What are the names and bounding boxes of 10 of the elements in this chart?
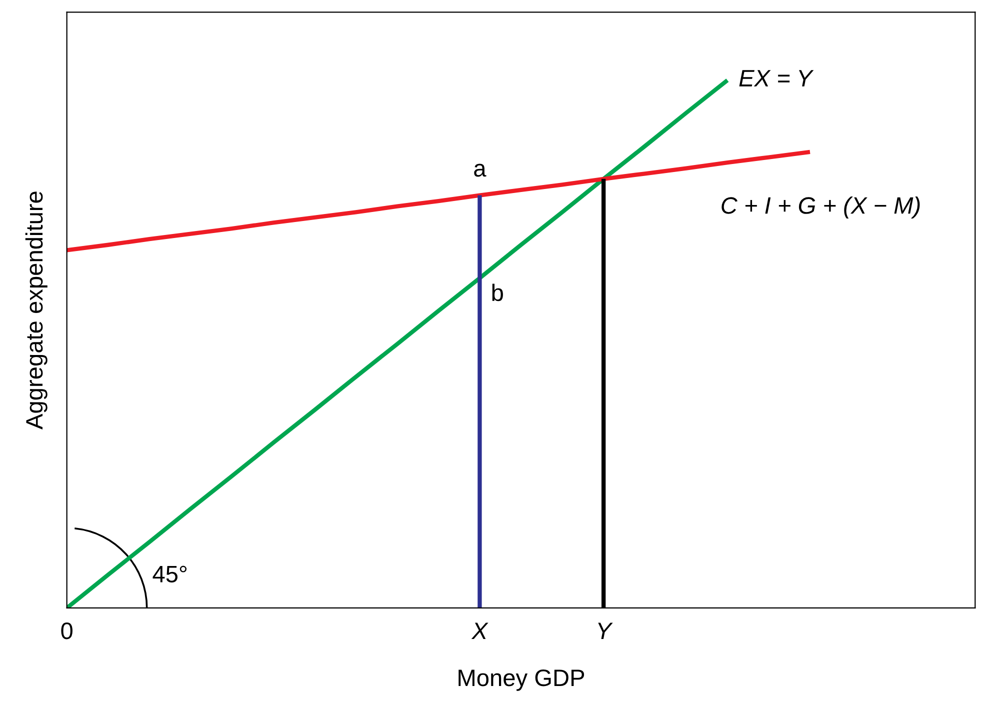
series-label: EX = Y (739, 70, 814, 86)
annotation: 45° (152, 566, 187, 582)
x-tick-label: X (471, 622, 488, 639)
annotation: a (474, 164, 486, 177)
x-axis-title: Money GDP (458, 669, 584, 691)
annotation: b (492, 284, 503, 302)
y-axis-title: Aggregate expenditure (25, 192, 48, 430)
x-tick-label: 0 (61, 622, 72, 640)
x-tick-label: Y (598, 622, 613, 639)
series-label: C + I + G + (X − M) (722, 196, 920, 219)
